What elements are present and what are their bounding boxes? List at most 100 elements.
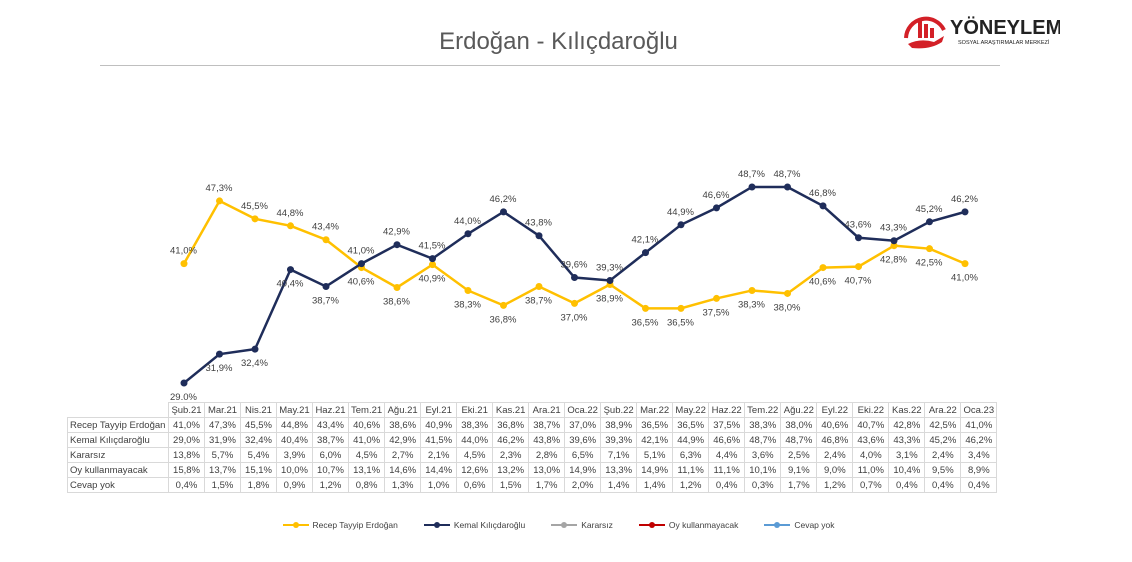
table-cell: 41,0%: [168, 417, 205, 433]
table-cell: 41,5%: [420, 432, 458, 448]
data-point: [784, 289, 791, 297]
data-point: [216, 350, 223, 358]
svg-text:YÖNEYLEM: YÖNEYLEM: [950, 16, 1060, 39]
table-cell: 36,8%: [492, 417, 530, 433]
table-cell: 44,8%: [276, 417, 313, 433]
table-cell: 1,7%: [780, 477, 818, 493]
row-label: Kararsız: [67, 447, 169, 463]
table-cell: 41,0%: [960, 417, 998, 433]
data-point: [322, 282, 330, 290]
table-cell: 0,4%: [924, 477, 962, 493]
table-cell: 11,0%: [852, 462, 890, 478]
data-point: [855, 234, 862, 242]
legend-label: Recep Tayyip Erdoğan: [312, 520, 398, 530]
data-point: [393, 283, 401, 291]
data-label: 38,0%: [774, 302, 801, 313]
table-cell: 14,4%: [420, 462, 458, 478]
table-cell: 1,2%: [312, 477, 349, 493]
table-cell: 6,0%: [312, 447, 349, 463]
data-label: 41,0%: [348, 246, 375, 257]
data-label: 38,3%: [454, 299, 481, 310]
data-label: 41,0%: [170, 246, 197, 257]
table-cell: 2,5%: [780, 447, 818, 463]
table-cell: 10,0%: [276, 462, 313, 478]
tick-label: Mar.21: [204, 402, 241, 418]
table-cell: 4,5%: [456, 447, 494, 463]
data-label: 45,2%: [916, 204, 943, 215]
legend-label: Kararsız: [581, 520, 613, 530]
table-cell: 40,6%: [816, 417, 854, 433]
table-cell: 46,8%: [816, 432, 854, 448]
table-corner: [67, 402, 169, 418]
table-cell: 31,9%: [204, 432, 241, 448]
table-cell: 2,3%: [492, 447, 530, 463]
data-point: [855, 263, 862, 271]
table-cell: 41,0%: [347, 432, 386, 448]
data-label: 48,7%: [738, 169, 765, 180]
tick-label: Ağu.21: [384, 402, 422, 418]
data-label: 40,9%: [419, 274, 446, 285]
data-label: 31,9%: [206, 363, 233, 374]
table-cell: 0,4%: [168, 477, 205, 493]
table-cell: 14,6%: [384, 462, 422, 478]
data-point: [429, 261, 436, 269]
table-cell: 8,9%: [960, 462, 998, 478]
data-label: 45,5%: [241, 201, 268, 212]
table-cell: 14,9%: [636, 462, 674, 478]
table-cell: 42,5%: [924, 417, 962, 433]
table-cell: 0,7%: [852, 477, 890, 493]
table-cell: 13,3%: [600, 462, 638, 478]
table-cell: 2,4%: [924, 447, 962, 463]
data-point: [926, 245, 933, 253]
table-cell: 1,2%: [816, 477, 854, 493]
table-cell: 9,5%: [924, 462, 962, 478]
data-label: 38,7%: [525, 295, 552, 306]
data-point: [642, 249, 649, 257]
data-label: 42,8%: [880, 255, 907, 266]
table-cell: 2,8%: [528, 447, 566, 463]
tick-label: Nis.21: [240, 402, 277, 418]
data-point: [500, 301, 507, 309]
data-label: 39,6%: [561, 260, 588, 271]
data-label: 41,5%: [419, 241, 446, 252]
data-label: 42,5%: [916, 258, 943, 269]
table-cell: 13,1%: [347, 462, 386, 478]
table-cell: 13,0%: [528, 462, 566, 478]
table-cell: 1,7%: [528, 477, 566, 493]
tick-label: Haz.21: [312, 402, 349, 418]
tick-label: Kas.22: [888, 402, 926, 418]
table-cell: 0,9%: [276, 477, 313, 493]
table-cell: 40,4%: [276, 432, 313, 448]
data-label: 47,3%: [206, 183, 233, 194]
data-point: [819, 202, 827, 210]
tick-label: Mar.22: [636, 402, 674, 418]
data-label: 37,0%: [561, 312, 588, 323]
data-point: [464, 286, 472, 294]
svg-text:SOSYAL ARAŞTIRMALAR MERKEZİ: SOSYAL ARAŞTIRMALAR MERKEZİ: [958, 39, 1050, 46]
data-table: Şub.21 Mar.21 Nis.21 May.21 Haz.21 Tem.21 Ağu.…: [67, 402, 998, 493]
table-cell: 10,4%: [888, 462, 926, 478]
data-point: [287, 222, 294, 230]
table-cell: 46,2%: [960, 432, 998, 448]
table-row: Cevap yok 0,4% 1,5% 1,8% 0,9% 1,2% 0,8% 1,3% 1,0…: [67, 477, 998, 493]
data-label: 40,6%: [348, 277, 375, 288]
data-point: [393, 241, 401, 249]
table-cell: 6,3%: [672, 447, 710, 463]
table-cell: 43,8%: [528, 432, 566, 448]
data-point: [961, 260, 969, 268]
legend-label: Cevap yok: [794, 520, 835, 530]
table-cell: 36,5%: [636, 417, 674, 433]
table-cell: 38,3%: [744, 417, 782, 433]
legend: Recep Tayyip Erdoğan Kemal Kılıçdaroğlu Ka…: [0, 520, 1117, 530]
table-cell: 42,8%: [888, 417, 926, 433]
table-cell: 1,8%: [240, 477, 277, 493]
legend-item: Oy kullanmayacak: [638, 520, 738, 530]
table-cell: 1,2%: [672, 477, 710, 493]
data-point: [251, 215, 259, 223]
row-label: Oy kullanmayacak: [67, 462, 169, 478]
table-row: Kararsız 13,8% 5,7% 5,4% 3,9% 6,0% 4,5% 2,7% 2,1…: [67, 447, 998, 463]
table-cell: 6,5%: [564, 447, 602, 463]
table-cell: 0,3%: [744, 477, 782, 493]
table-cell: 38,0%: [780, 417, 818, 433]
